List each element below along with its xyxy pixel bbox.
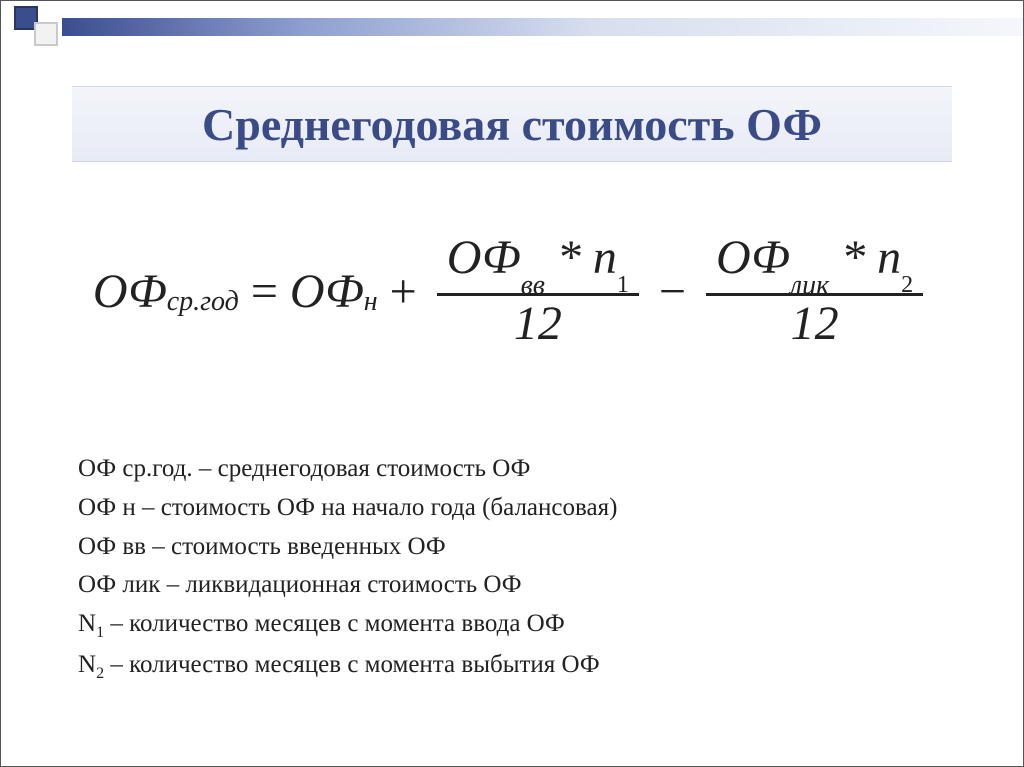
legend-2-text: – стоимость ОФ на начало года (балансова… (136, 494, 618, 521)
legend-line-4: ОФ лик – ликвидационная стоимость ОФ (78, 566, 964, 605)
frac2-num-b-sub: 2 (901, 272, 913, 298)
formula: ОФср.год = ОФн + ОФвв * n1 12 − ОФлик * … (60, 230, 964, 353)
frac1-num-b: n (593, 231, 617, 284)
slide-title: Среднегодовая стоимость ОФ (202, 98, 822, 151)
frac1-num-a-sub: вв (521, 270, 545, 301)
lhs-sub: ср.год (167, 286, 239, 318)
decor-gradient-bar (62, 18, 1024, 36)
legend-4-sym: ОФ лик (78, 571, 160, 598)
term1-base: ОФ (290, 264, 364, 319)
legend-4-text: – ликвидационная стоимость ОФ (160, 571, 521, 598)
legend-6-base: N (78, 651, 96, 678)
frac2-num-b: n (877, 231, 901, 284)
fraction-2: ОФлик * n2 12 (706, 230, 923, 353)
legend: ОФ ср.год. – среднегодовая стоимость ОФ … (78, 450, 964, 687)
legend-6-text: – количество месяцев с момента выбытия О… (104, 651, 600, 678)
legend-line-6: N2 – количество месяцев с момента выбыти… (78, 646, 964, 687)
frac1-num-a: ОФ (447, 231, 521, 284)
title-band: Среднегодовая стоимость ОФ (72, 86, 952, 162)
legend-line-5: N1 – количество месяцев с момента ввода … (78, 605, 964, 646)
legend-line-3: ОФ вв – стоимость введенных ОФ (78, 528, 964, 567)
minus-sign: − (659, 264, 686, 319)
legend-3-sym: ОФ вв (78, 533, 146, 560)
frac1-num: ОФвв * n1 (437, 230, 639, 293)
legend-line-1: ОФ ср.год. – среднегодовая стоимость ОФ (78, 450, 964, 489)
plus-sign: + (390, 264, 417, 319)
legend-5-base: N (78, 610, 96, 637)
equals-sign: = (251, 264, 278, 319)
fraction-1: ОФвв * n1 12 (437, 230, 639, 353)
lhs-base: ОФ (93, 264, 167, 319)
legend-1-sym: ОФ ср.год. (78, 455, 193, 482)
legend-5-text: – количество месяцев с момента ввода ОФ (104, 610, 565, 637)
term1-sub: н (364, 286, 378, 318)
legend-2-sym: ОФ н (78, 494, 136, 521)
legend-line-2: ОФ н – стоимость ОФ на начало года (бала… (78, 489, 964, 528)
frac2-num-a-sub: лик (790, 270, 829, 301)
legend-5-sub: 1 (96, 624, 104, 641)
legend-3-text: – стоимость введенных ОФ (146, 533, 446, 560)
legend-1-text: – среднегодовая стоимость ОФ (193, 455, 531, 482)
frac1-num-b-sub: 1 (617, 272, 629, 298)
legend-6-sub: 2 (96, 665, 104, 682)
frac2-star: * (841, 231, 865, 284)
decor-square-light (34, 22, 58, 46)
frac2-num: ОФлик * n2 (706, 230, 923, 293)
frac2-num-a: ОФ (716, 231, 790, 284)
legend-6-sym: N2 (78, 651, 104, 678)
frac1-den: 12 (504, 296, 572, 353)
header-decor (0, 0, 1024, 44)
legend-5-sym: N1 (78, 610, 104, 637)
frac2-den: 12 (781, 296, 849, 353)
frac1-star: * (557, 231, 581, 284)
